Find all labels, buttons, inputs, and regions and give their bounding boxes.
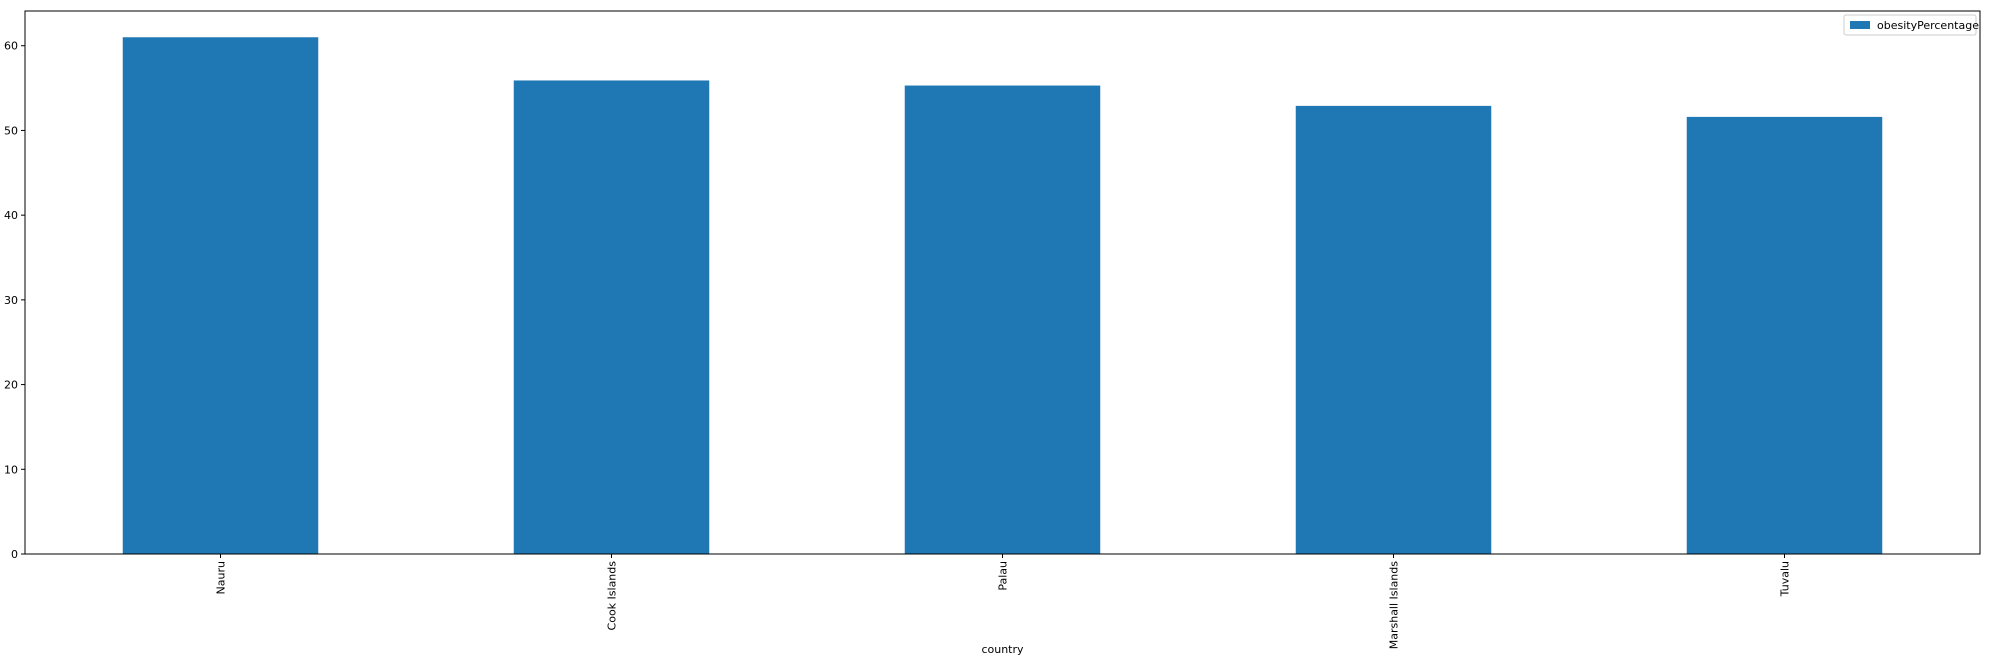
bar-tuvalu bbox=[1686, 116, 1883, 555]
y-tick-label: 10 bbox=[4, 463, 18, 476]
legend-box bbox=[1843, 14, 1977, 36]
x-axis: Nauru Cook Islands Palau Marshall Islands Tu… bbox=[215, 554, 1792, 649]
y-tick-label: 60 bbox=[4, 40, 18, 53]
bar-cook-islands bbox=[513, 80, 710, 554]
x-tick-label: Palau bbox=[997, 561, 1010, 591]
bar-palau bbox=[904, 85, 1101, 554]
y-tick-label: 20 bbox=[4, 379, 18, 392]
bar-marshall-islands bbox=[1295, 105, 1492, 554]
y-axis: 0 10 20 30 40 50 60 bbox=[4, 40, 25, 561]
y-tick-label: 50 bbox=[4, 124, 18, 137]
legend: obesityPercentage bbox=[1843, 14, 1979, 36]
x-tick-label: Tuvalu bbox=[1779, 561, 1792, 597]
bars-group bbox=[122, 37, 1883, 555]
legend-swatch bbox=[1850, 21, 1870, 29]
y-tick-label: 30 bbox=[4, 294, 18, 307]
x-tick-label: Marshall Islands bbox=[1388, 561, 1401, 650]
y-tick-label: 0 bbox=[11, 548, 18, 561]
y-tick-label: 40 bbox=[4, 209, 18, 222]
x-tick-label: Nauru bbox=[215, 561, 228, 594]
legend-label: obesityPercentage bbox=[1877, 19, 1979, 32]
x-tick-label: Cook Islands bbox=[606, 561, 619, 631]
plot-frame bbox=[24, 10, 1981, 555]
bar-nauru bbox=[122, 37, 319, 555]
x-axis-label: country bbox=[981, 643, 1024, 656]
